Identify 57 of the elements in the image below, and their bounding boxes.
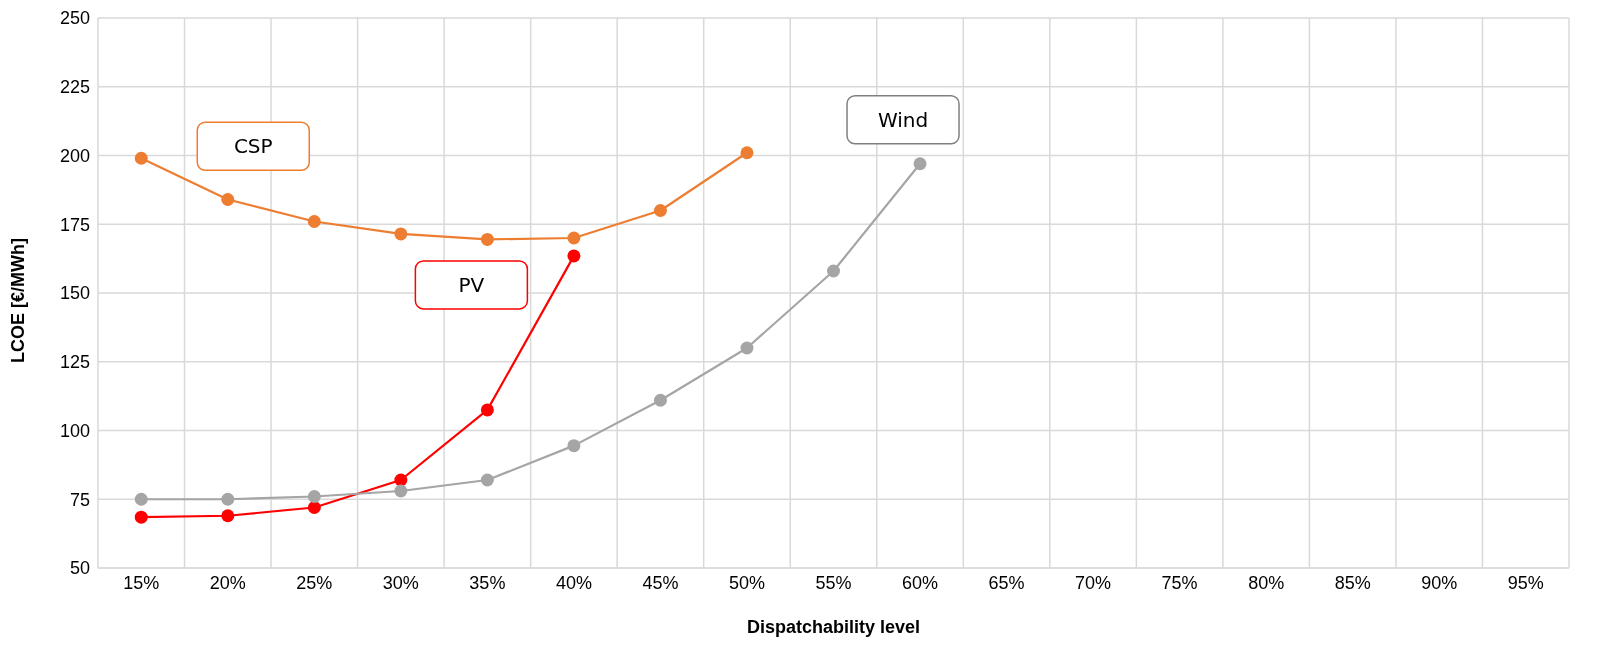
y-tick-label: 175 [59, 214, 90, 235]
x-tick-label: 95% [1507, 572, 1544, 593]
point [567, 249, 581, 263]
point [740, 146, 754, 160]
point [221, 492, 235, 506]
point [653, 204, 667, 217]
x-tick-label: 40% [555, 572, 592, 593]
callout-box: Wind [846, 95, 960, 145]
point [307, 501, 321, 514]
x-tick-label: 65% [988, 572, 1025, 593]
point [913, 157, 927, 171]
x-tick-label: 45% [642, 572, 679, 593]
point [134, 510, 148, 524]
x-tick-label: 35% [469, 572, 506, 593]
y-tick-label: 125 [59, 352, 90, 373]
x-tick-label: 55% [815, 572, 852, 593]
y-tick-label: 225 [59, 77, 90, 98]
x-tick-label: 50% [728, 572, 765, 593]
y-axis-title: LCOE [€/MWh] [8, 238, 29, 363]
series-label: Wind [877, 107, 929, 132]
point [480, 473, 494, 487]
point [134, 492, 148, 506]
x-tick-label: 20% [209, 572, 246, 593]
x-tick-label: 80% [1248, 572, 1285, 593]
point [307, 215, 321, 228]
point [653, 393, 667, 407]
point [827, 264, 840, 278]
point [567, 439, 581, 453]
point [480, 403, 494, 417]
point [567, 231, 581, 245]
y-tick-label: 200 [59, 145, 90, 166]
point [740, 341, 754, 355]
y-tick-label: 250 [59, 8, 90, 29]
point [134, 151, 148, 165]
point [394, 473, 408, 487]
point [221, 193, 235, 206]
x-tick-label: 60% [902, 572, 939, 593]
y-tick-label: 150 [59, 283, 90, 304]
x-tick-label: 30% [382, 572, 419, 593]
x-tick-label: 75% [1161, 572, 1198, 593]
point [307, 490, 321, 503]
x-tick-label: 70% [1075, 572, 1112, 593]
x-tick-label: 25% [296, 572, 333, 593]
y-tick-label: 100 [59, 420, 90, 441]
x-tick-label: 15% [123, 572, 160, 593]
series-label: CSP [233, 134, 273, 159]
point [480, 232, 494, 246]
callout-box: CSP [196, 121, 310, 171]
x-axis-title: Dispatchability level [746, 617, 921, 637]
point [221, 509, 235, 523]
x-tick-label: 90% [1421, 572, 1458, 593]
y-tick-label: 50 [69, 558, 90, 579]
point [394, 484, 408, 498]
x-tick-label: 85% [1334, 572, 1371, 593]
callout-box: PV [414, 260, 529, 310]
point [394, 227, 408, 241]
y-tick-label: 75 [69, 489, 90, 510]
